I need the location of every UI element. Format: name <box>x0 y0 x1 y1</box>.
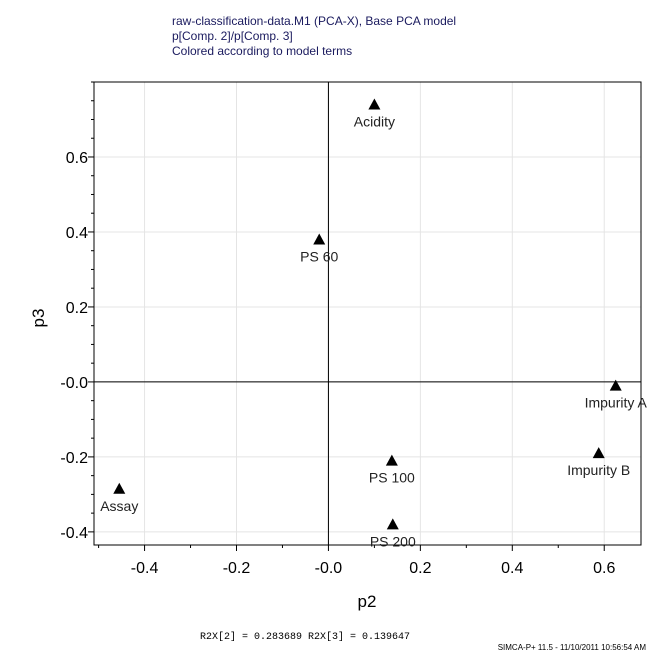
tick-layer: -0.4 -0.2 -0.0 0.2 0.4 0.6 -0.4 -0.2 -0.0 0.2 0.4 0… <box>60 81 615 577</box>
y-tick-label: -0.0 <box>60 375 88 392</box>
chart-title-model: raw-classification-data.M1 (PCA-X), Base… <box>172 14 457 28</box>
grid-layer <box>94 82 641 545</box>
point-label: PS 200 <box>370 533 416 549</box>
triangle-marker <box>368 98 381 110</box>
chart-title-coloring: Colored according to model terms <box>172 44 353 58</box>
x-tick-label: -0.0 <box>315 560 343 577</box>
data-point: PS 60 <box>300 233 339 264</box>
x-tick-label: -0.4 <box>131 560 159 577</box>
x-tick-label: 0.2 <box>409 560 431 577</box>
data-point: Impurity A <box>585 379 648 411</box>
data-point: PS 200 <box>370 518 416 549</box>
variance-explained-footer: R2X[2] = 0.283689 R2X[3] = 0.139647 <box>200 632 411 643</box>
triangle-marker <box>592 447 605 459</box>
data-point: PS 100 <box>369 454 415 486</box>
x-tick-label: 0.6 <box>593 560 615 577</box>
plot-frame <box>93 81 642 546</box>
data-point: Assay <box>100 482 138 514</box>
point-label: Impurity B <box>567 462 630 478</box>
x-tick-label: -0.2 <box>223 560 251 577</box>
data-point: Acidity <box>354 98 395 129</box>
point-label: Assay <box>100 498 138 514</box>
point-label: PS 100 <box>369 470 415 486</box>
triangle-marker <box>313 233 326 245</box>
triangle-marker <box>385 454 398 466</box>
point-label: Impurity A <box>585 395 648 411</box>
x-axis-label: p2 <box>358 592 377 611</box>
triangle-marker <box>386 518 399 530</box>
y-tick-label: 0.6 <box>66 150 88 167</box>
data-point: Impurity B <box>567 447 630 478</box>
point-label: Acidity <box>354 113 395 129</box>
triangle-marker <box>113 482 126 494</box>
axis-layer <box>93 81 642 546</box>
y-tick-label: 0.2 <box>66 300 88 317</box>
chart-title-components: p[Comp. 2]/p[Comp. 3] <box>172 29 293 43</box>
y-tick-label: -0.2 <box>60 450 88 467</box>
y-tick-label: -0.4 <box>60 525 88 542</box>
point-layer: Acidity PS 60 Impurity A PS 100 Impurity B As… <box>100 98 647 549</box>
point-label: PS 60 <box>300 248 338 264</box>
y-tick-label: 0.4 <box>66 225 88 242</box>
chart-header: raw-classification-data.M1 (PCA-X), Base… <box>172 14 456 59</box>
software-credit-footer: SIMCA-P+ 11.5 - 11/10/2011 10:56:54 AM <box>497 643 646 652</box>
triangle-marker <box>609 379 622 391</box>
y-axis-label: p3 <box>29 309 48 328</box>
x-tick-label: 0.4 <box>501 560 523 577</box>
